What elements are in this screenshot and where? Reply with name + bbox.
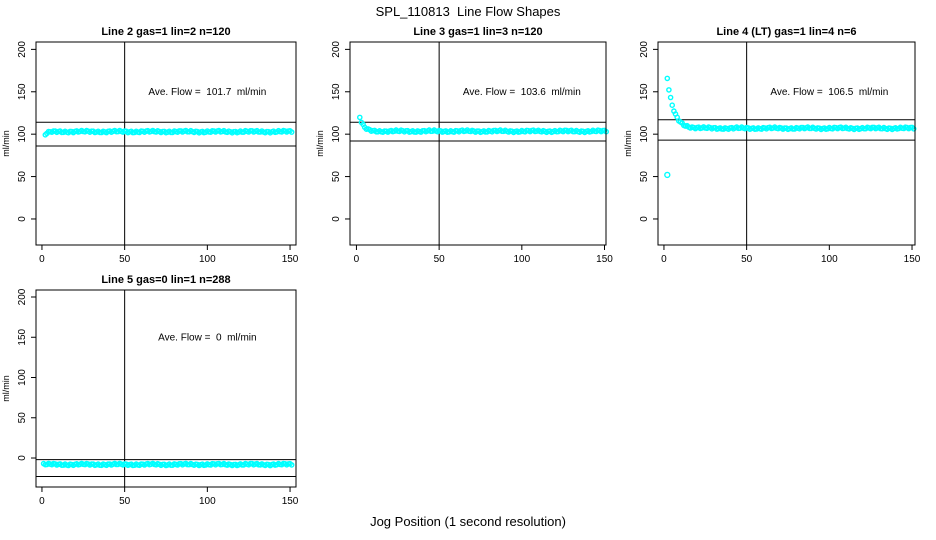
- y-tick-label: 100: [17, 125, 28, 142]
- x-tick-label: 100: [199, 496, 216, 507]
- data-point: [910, 126, 917, 132]
- y-tick-label: 150: [639, 83, 650, 100]
- y-tick-label: 0: [17, 455, 28, 461]
- y-tick-label: 150: [331, 83, 342, 100]
- y-tick-label: 0: [331, 216, 342, 222]
- plot-box: [35, 289, 297, 488]
- x-tick-label: 100: [513, 254, 530, 265]
- figure-xlabel: Jog Position (1 second resolution): [370, 514, 566, 529]
- outlier-point: [664, 171, 671, 179]
- figure-title: SPL_110813 Line Flow Shapes: [375, 4, 561, 19]
- plot-box: [657, 41, 916, 246]
- y-tick-label: 200: [639, 41, 650, 58]
- y-tick-label: 200: [17, 288, 28, 305]
- y-tick-label: 100: [17, 369, 28, 386]
- y-tick-label: 200: [17, 41, 28, 58]
- x-tick-label: 150: [282, 496, 299, 507]
- y-tick-label: 150: [17, 328, 28, 345]
- x-tick-label: 0: [661, 254, 667, 265]
- data-point: [664, 75, 671, 82]
- y-axis-label: ml/min: [315, 130, 325, 157]
- x-tick-label: 50: [434, 254, 446, 265]
- y-axis-label: ml/min: [1, 130, 11, 157]
- x-tick-label: 150: [596, 254, 613, 265]
- panel-2: 0 50 100 150 0 50 100 150 200 Line 3 gas=1 lin=3 …: [315, 26, 613, 265]
- x-tick-label: 0: [354, 254, 360, 265]
- y-tick-label: 50: [17, 171, 28, 183]
- plot-box: [349, 41, 607, 246]
- data-points: [42, 127, 295, 138]
- data-point: [669, 102, 676, 108]
- data-point: [288, 462, 295, 468]
- plot-box: [35, 41, 297, 246]
- data-point: [288, 129, 295, 135]
- x-tick-label: 50: [119, 496, 131, 507]
- x-tick-label: 50: [119, 254, 131, 265]
- ave-flow-annotation: Ave. Flow = 0 ml/min: [158, 332, 256, 343]
- y-tick-label: 150: [17, 83, 28, 100]
- panel-title: Line 4 (LT) gas=1 lin=4 n=6: [716, 26, 856, 38]
- x-tick-label: 150: [282, 254, 299, 265]
- ave-flow-annotation: Ave. Flow = 106.5 ml/min: [770, 87, 888, 98]
- data-point: [666, 87, 672, 93]
- panel-title: Line 2 gas=1 lin=2 n=120: [101, 26, 230, 38]
- y-tick-label: 50: [639, 171, 650, 183]
- data-point: [356, 114, 363, 121]
- data-points: [664, 75, 917, 179]
- y-axis-label: ml/min: [1, 375, 11, 402]
- ave-flow-annotation: Ave. Flow = 103.6 ml/min: [463, 87, 581, 98]
- x-tick-label: 0: [39, 254, 45, 265]
- y-tick-label: 0: [17, 216, 28, 222]
- y-tick-label: 200: [331, 41, 342, 58]
- data-points: [356, 114, 610, 136]
- y-axis-label: ml/min: [623, 130, 633, 157]
- x-tick-label: 0: [39, 496, 45, 507]
- x-tick-label: 50: [741, 254, 753, 265]
- x-tick-label: 100: [199, 254, 216, 265]
- data-points: [40, 460, 295, 469]
- panel-1: 0 50 100 150 0 50 100 150 200 Line 2 gas=1 lin=2 …: [1, 26, 299, 265]
- panel-title: Line 3 gas=1 lin=3 n=120: [413, 26, 542, 38]
- y-tick-label: 0: [639, 216, 650, 222]
- y-tick-label: 100: [639, 125, 650, 142]
- y-tick-label: 100: [331, 125, 342, 142]
- panel-title: Line 5 gas=0 lin=1 n=288: [101, 274, 230, 286]
- ave-flow-annotation: Ave. Flow = 101.7 ml/min: [148, 87, 266, 98]
- y-tick-label: 50: [331, 171, 342, 183]
- panel-4: 0 50 100 150 0 50 100 150 200 Line 5 gas=0 lin=1 …: [1, 274, 299, 507]
- x-tick-label: 100: [821, 254, 838, 265]
- x-tick-label: 150: [904, 254, 921, 265]
- y-tick-label: 50: [17, 412, 28, 424]
- data-point: [667, 94, 674, 101]
- panel-3: 0 50 100 150 0 50 100 150 200 Line 4 (LT) gas=1 l…: [623, 26, 921, 265]
